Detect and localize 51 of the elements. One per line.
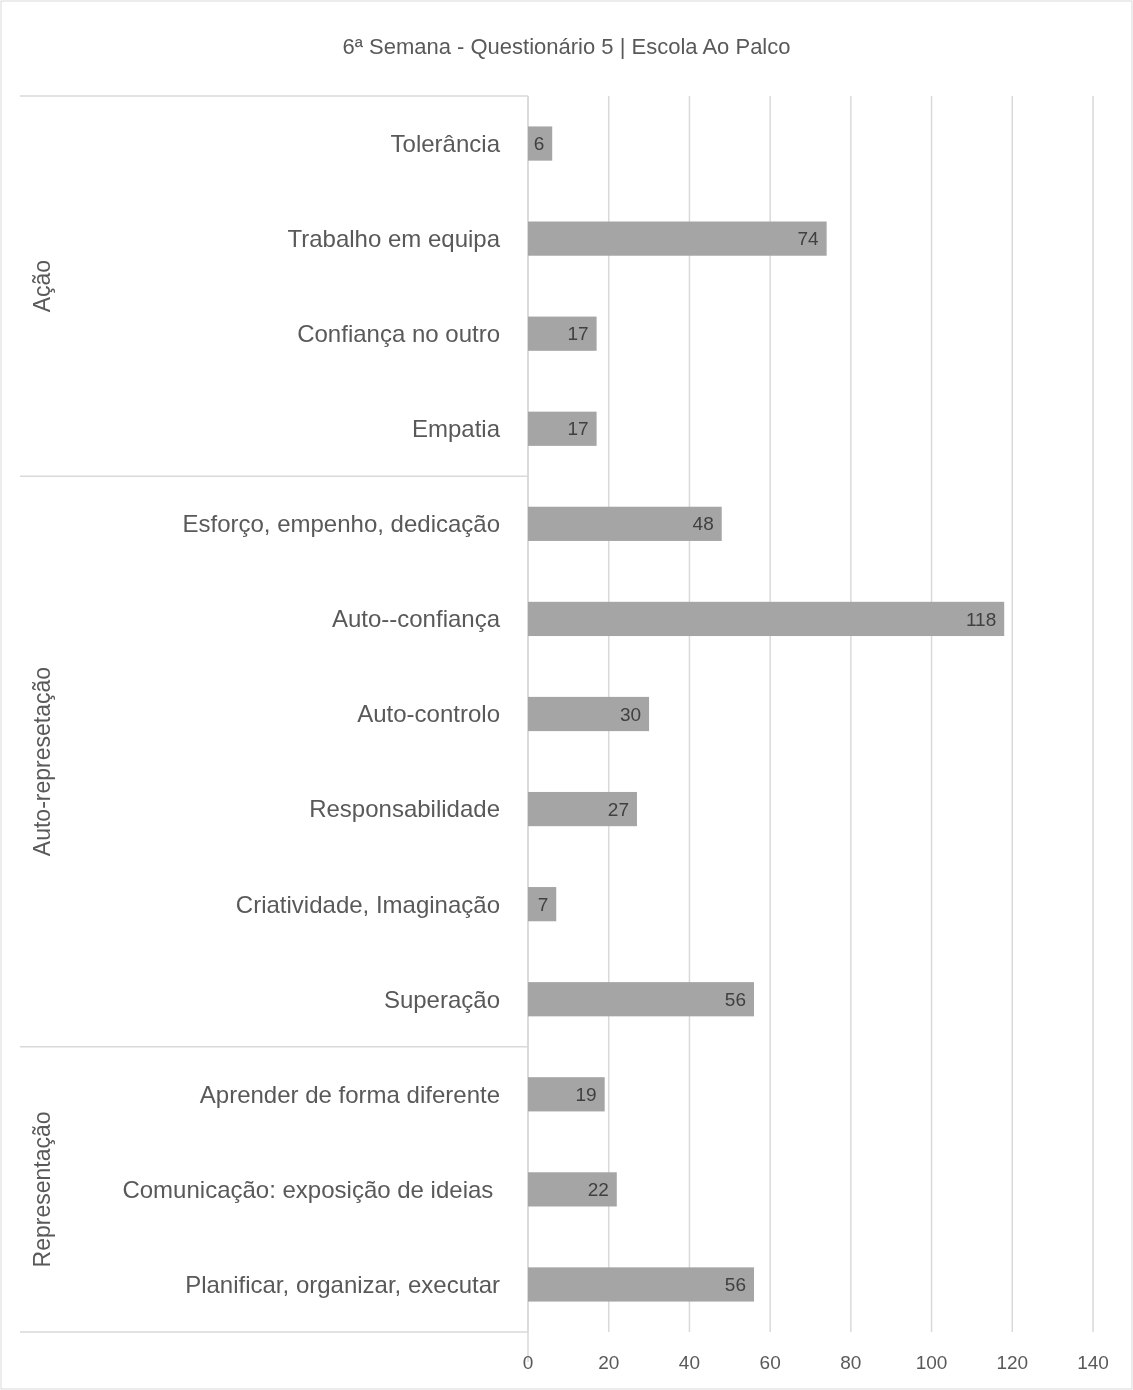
y-tick-label: Planificar, organizar, executar — [185, 1270, 500, 1298]
text: Auto-represetação — [29, 666, 56, 857]
bar — [528, 696, 650, 732]
y-tick-label: Auto-controlo — [357, 700, 500, 728]
bar — [528, 126, 553, 161]
x-tick-label: 140 — [1077, 1351, 1109, 1373]
bar — [528, 887, 557, 922]
data-label: 56 — [724, 1274, 746, 1296]
y-tick-label: Confiança no outro — [297, 320, 500, 348]
data-label: 56 — [724, 988, 746, 1010]
x-tick-label: 120 — [996, 1351, 1029, 1373]
data-label: 22 — [587, 1179, 609, 1201]
text: Representação — [29, 1111, 56, 1268]
data-label: 74 — [797, 228, 820, 250]
x-tick-label: 100 — [915, 1351, 948, 1373]
bar — [528, 1267, 754, 1302]
bar — [528, 982, 754, 1017]
bar — [528, 411, 597, 446]
bar — [528, 316, 597, 351]
x-tick-label: 80 — [840, 1351, 862, 1373]
x-tick-label: 0 — [522, 1351, 534, 1373]
data-label: 27 — [607, 798, 629, 820]
bar — [528, 601, 1005, 637]
bar — [528, 506, 722, 541]
y-tick-label: Auto--confiança — [331, 605, 501, 633]
data-label: 17 — [567, 323, 589, 345]
bar — [528, 1172, 617, 1207]
data-label: 19 — [575, 1083, 597, 1105]
y-tick-label: Trabalho em equipa — [287, 225, 501, 253]
bar — [528, 1077, 605, 1112]
y-tick-label: Comunicação: exposição de ideias — [122, 1175, 500, 1203]
x-tick-label: 20 — [598, 1351, 620, 1373]
y-tick-label: Aprender de forma diferente — [199, 1080, 500, 1108]
data-label: 17 — [567, 418, 589, 440]
bar — [528, 221, 827, 256]
text: Ação — [29, 259, 56, 313]
y-tick-label: Empatia — [411, 415, 501, 443]
data-label: 48 — [692, 513, 714, 535]
bar — [528, 791, 637, 827]
data-label: 7 — [537, 893, 549, 915]
data-label: 6 — [533, 133, 545, 155]
chart-title: 6ª Semana - Questionário 5 | Escola Ao Palco — [342, 33, 791, 59]
data-label: 30 — [619, 703, 642, 725]
y-tick-label: Criatividade, Imaginação — [235, 890, 500, 918]
data-label: 118 — [965, 608, 997, 630]
y-tick-label: Responsabilidade — [309, 795, 500, 823]
y-tick-label: Superação — [383, 985, 500, 1013]
x-tick-label: 60 — [759, 1351, 781, 1373]
y-tick-label: Tolerância — [390, 129, 501, 157]
y-tick-label: Esforço, empenho, dedicação — [182, 510, 500, 538]
x-tick-label: 40 — [678, 1351, 700, 1373]
